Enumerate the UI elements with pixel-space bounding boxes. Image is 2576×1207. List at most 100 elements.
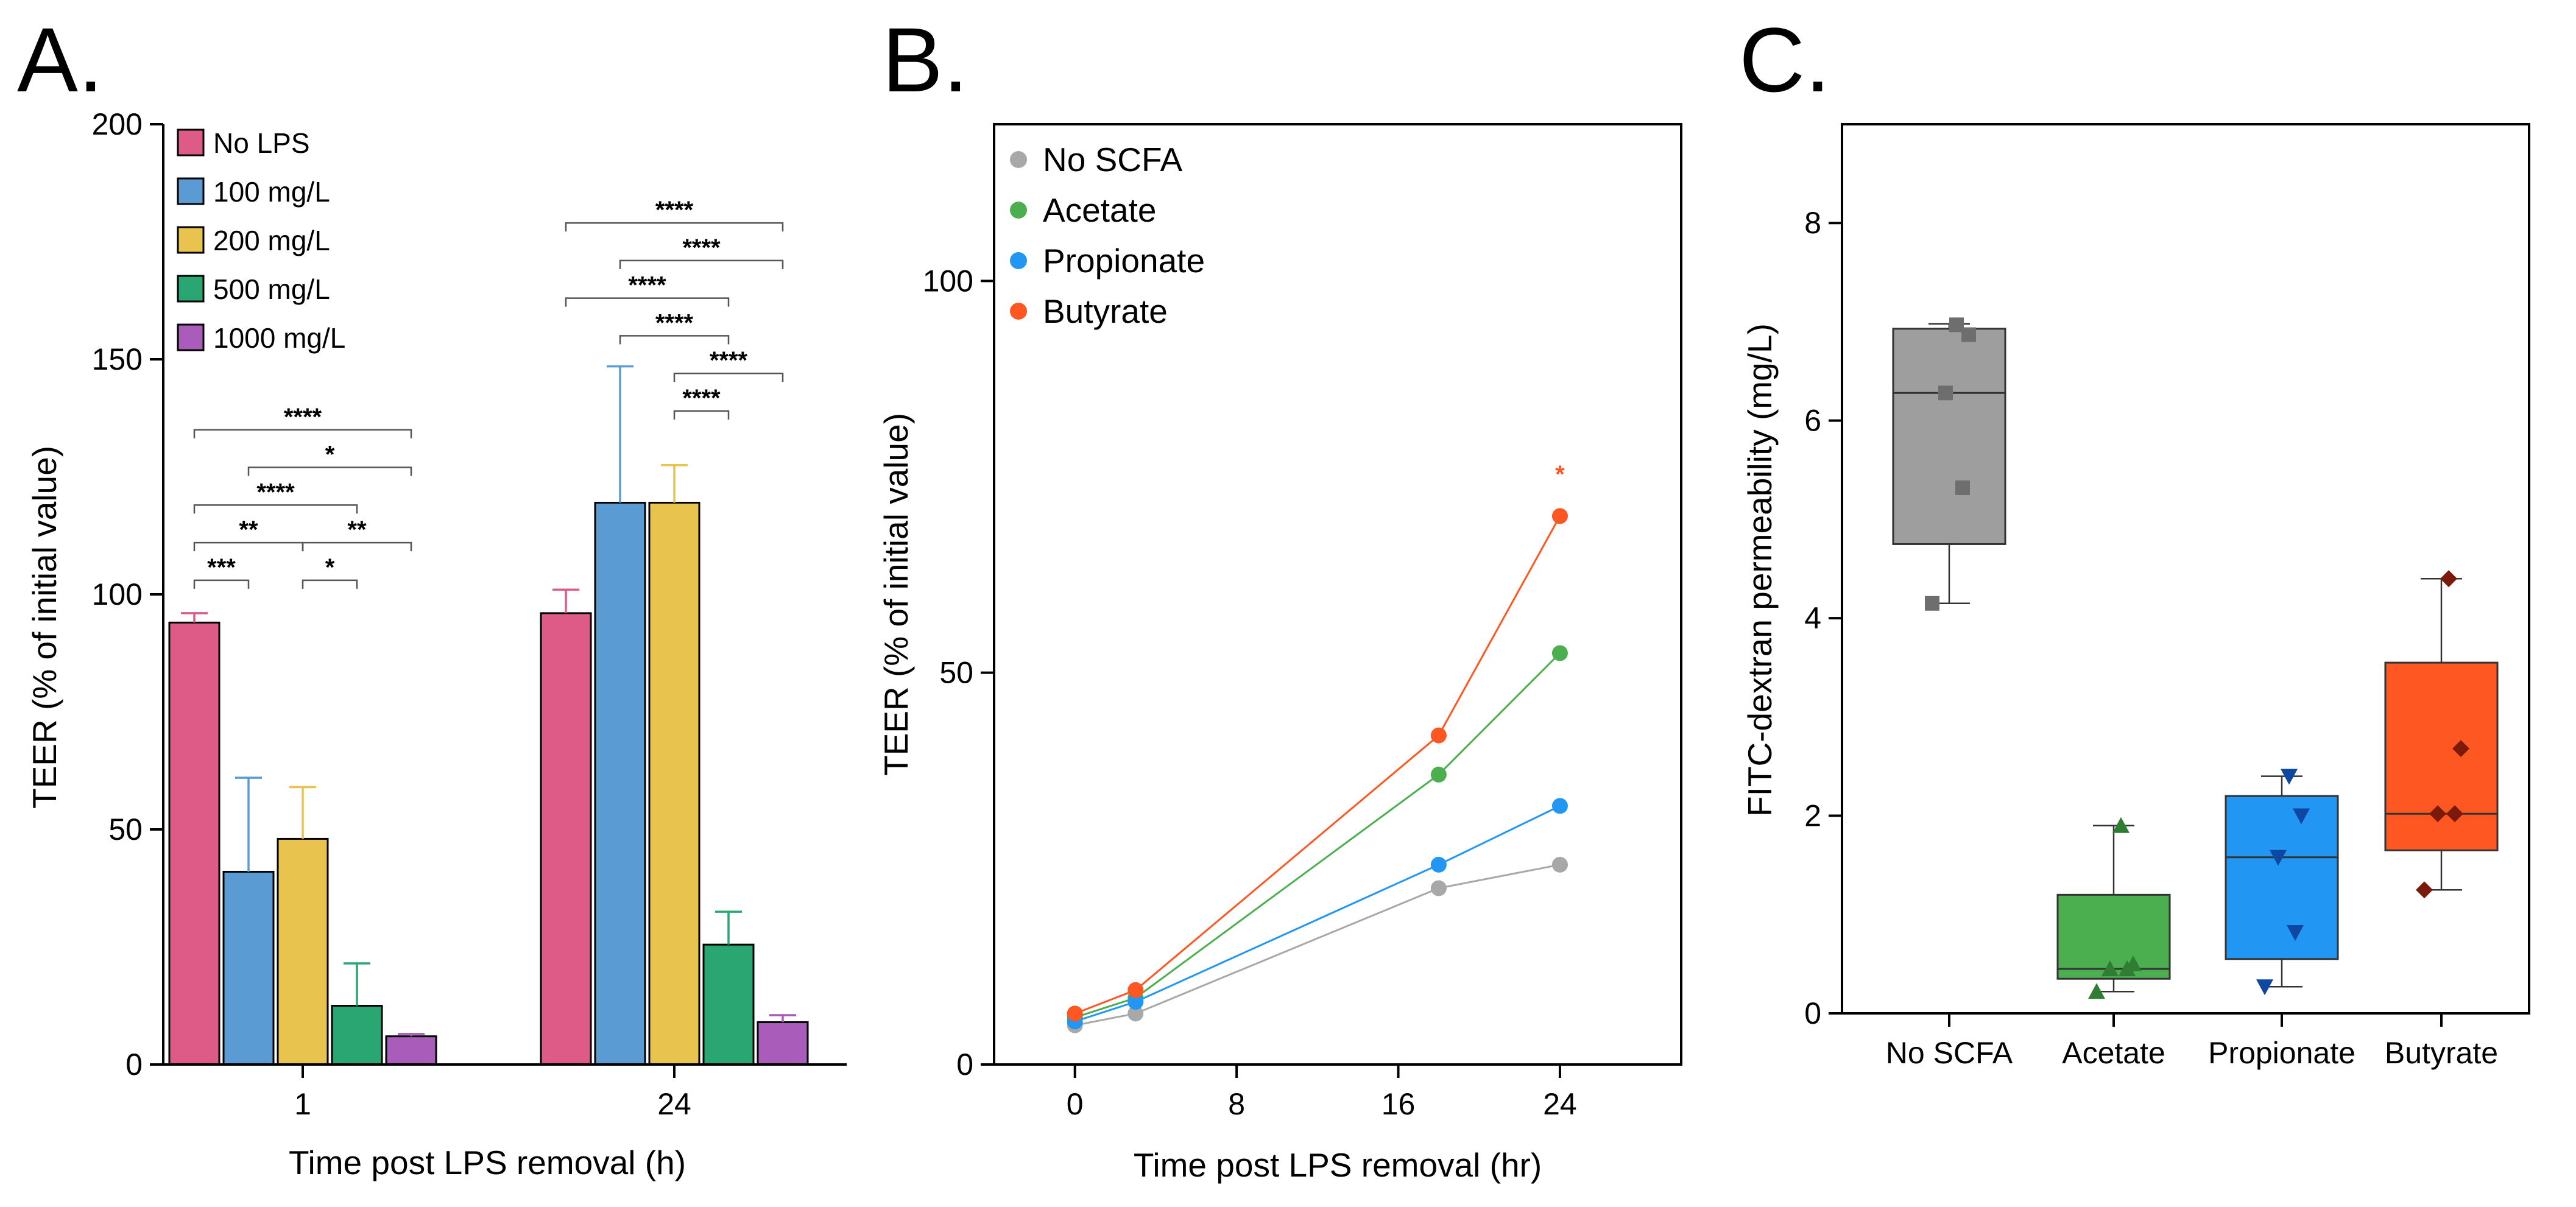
panel-a-legend: No LPS 100 mg/L 200 mg/L 500 mg/L 1000 mg/L: [177, 127, 345, 354]
panel-c-axes: 0 2 4 6 8 No SCFA Acetate Propionate Butyrate: [1804, 206, 2498, 1070]
box-propionate: [2225, 795, 2339, 960]
panel-b-y-axis-title: TEER (% of initial value): [877, 413, 915, 776]
panel-c-x-tick-label: No SCFA: [1886, 1036, 2013, 1070]
data-point-butyrate: [2440, 570, 2457, 588]
data-point-acetate: [2088, 983, 2105, 999]
panel-b-y-tick-label: 100: [923, 264, 973, 298]
significance-label: ****: [628, 272, 666, 299]
legend-label: Acetate: [1043, 191, 1157, 229]
legend-label: No SCFA: [1043, 141, 1183, 178]
significance-bracket: [193, 541, 304, 552]
legend-marker: [1010, 303, 1027, 320]
panel-a-letter: A.: [17, 9, 104, 111]
panel-c-y-tick-label: 6: [1804, 404, 1821, 438]
box-butyrate: [2384, 661, 2499, 851]
box-acetate: [2056, 893, 2171, 980]
significance-label: ****: [710, 347, 748, 374]
significance-label: **: [239, 516, 258, 543]
series-line-butyrate: [1075, 515, 1561, 1015]
series-line-acetate: [1075, 652, 1561, 1019]
panel-b-plot-frame: [993, 123, 1682, 1066]
panel-c-y-tick-label: 4: [1804, 601, 1821, 635]
panel-c-x-tick-label: Butyrate: [2385, 1036, 2498, 1070]
panel-b-x-tick-label: 24: [1543, 1087, 1577, 1121]
panel-b-x-tick-label: 0: [1067, 1087, 1084, 1121]
significance-bracket: [302, 579, 358, 589]
legend-swatch: [177, 177, 205, 205]
legend-swatch: [177, 128, 205, 157]
bar-100-mg-l-24: [594, 501, 646, 1066]
panel-a-x-tick-label: 24: [657, 1087, 691, 1121]
panel-b-x-tick-label: 16: [1382, 1087, 1416, 1121]
data-point-acetate: [1551, 645, 1568, 661]
significance-bracket: [619, 259, 784, 269]
panel-c-x-tick-label: Propionate: [2208, 1036, 2355, 1070]
panel-a-y-tick-label: 50: [108, 812, 143, 846]
panel-a-y-tick-label: 0: [125, 1047, 143, 1082]
data-point-propionate: [1127, 994, 1144, 1010]
significance-label: ****: [682, 385, 721, 412]
data-point-butyrate: [2429, 805, 2446, 823]
data-point-butyrate: [1067, 1005, 1083, 1022]
legend-label: 200 mg/L: [213, 225, 330, 256]
data-point-no-scfa: [1551, 856, 1568, 873]
significance-bracket: [193, 579, 250, 589]
series-line-propionate: [1075, 805, 1561, 1022]
panel-b-annotations: *: [1555, 461, 1565, 488]
bar-200-mg-l-24: [648, 501, 700, 1066]
significance-bracket: [302, 541, 412, 552]
panel-c-boxes: [1892, 317, 2499, 999]
panel-b-legend: No SCFA Acetate Propionate Butyrate: [1010, 141, 1205, 330]
data-point-butyrate: [2452, 740, 2469, 758]
bar-no-lps-1: [168, 621, 221, 1066]
significance-bracket: [193, 429, 412, 438]
panel-a-significance: *** *** **********************************…: [193, 197, 784, 589]
data-point-propionate: [1430, 856, 1447, 873]
significance-bracket: [619, 335, 730, 345]
legend-label: 500 mg/L: [213, 273, 330, 305]
legend-label: No LPS: [213, 127, 310, 159]
significance-label: ****: [256, 479, 295, 505]
panel-a-y-axis-title: TEER (% of initial value): [26, 446, 63, 809]
panel-a-x-axis-title: Time post LPS removal (h): [289, 1144, 686, 1181]
legend-swatch: [177, 226, 205, 254]
data-point-no-scfa: [1127, 1005, 1144, 1022]
panel-b-letter: B.: [882, 9, 969, 111]
data-point-propionate: [2281, 769, 2298, 785]
significance-label: ****: [655, 197, 694, 223]
data-point-no-scfa: [1925, 596, 1939, 611]
bar-no-lps-24: [540, 612, 592, 1066]
bar-1000-mg-l-1: [385, 1035, 437, 1066]
significance-mark: *: [1555, 461, 1565, 488]
significance-label: *: [325, 442, 335, 468]
panel-a-axes: 0 50 100 150 200 1 24: [92, 107, 847, 1121]
panel-b-y-tick-label: 0: [956, 1047, 973, 1082]
data-point-propionate: [2256, 979, 2273, 996]
panel-b-x-tick-label: 8: [1228, 1087, 1245, 1121]
bar-200-mg-l-1: [277, 837, 329, 1066]
bar-100-mg-l-1: [222, 870, 275, 1066]
data-point-propionate: [2287, 924, 2304, 941]
data-point-propionate: [2270, 850, 2287, 866]
panel-c-y-tick-label: 2: [1804, 799, 1821, 833]
significance-bracket: [565, 222, 784, 232]
panel-c-x-tick-label: Acetate: [2062, 1036, 2165, 1070]
panel-c-y-tick-label: 0: [1804, 996, 1821, 1030]
legend-label: 100 mg/L: [213, 176, 330, 208]
legend-label: Butyrate: [1043, 292, 1168, 330]
significance-bracket: [193, 504, 358, 514]
bar-500-mg-l-1: [331, 1005, 383, 1066]
data-point-butyrate: [2446, 805, 2463, 823]
bar-1000-mg-l-24: [757, 1021, 809, 1066]
significance-bracket: [673, 372, 784, 382]
data-point-no-scfa: [1938, 385, 1953, 401]
panel-a-y-tick-label: 150: [92, 342, 143, 376]
significance-bracket: [565, 297, 730, 307]
data-point-butyrate: [1551, 508, 1568, 524]
data-point-acetate: [1430, 766, 1447, 783]
data-point-propionate: [2293, 808, 2310, 825]
bar-500-mg-l-24: [702, 943, 755, 1066]
significance-label: ***: [207, 554, 236, 581]
